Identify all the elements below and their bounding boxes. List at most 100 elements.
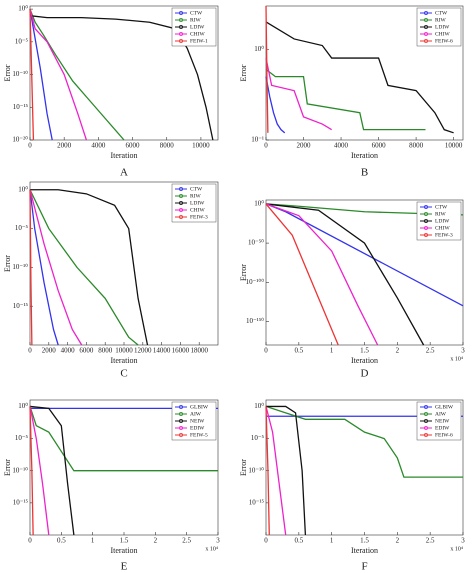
legend-marker [424, 205, 428, 209]
x-tick-label: 0 [264, 537, 268, 545]
x-tick-label: 0.5 [294, 537, 303, 545]
legend-label: FEIW-3 [435, 232, 453, 238]
x-tick-label: 2 [396, 537, 400, 545]
series-line [29, 189, 33, 346]
panel-caption: C [120, 368, 127, 380]
y-tick-label: 10⁻⁵ [15, 37, 29, 45]
x-tick-label: 2 [396, 347, 400, 355]
legend-label: RIW [435, 211, 447, 217]
y-tick-label: 10⁻¹ [251, 136, 264, 144]
legend-label: GLBIW [190, 404, 209, 410]
legend-label: FEIW-6 [435, 38, 453, 44]
series-line [29, 9, 35, 141]
legend-box [171, 401, 217, 441]
series-line [29, 8, 88, 141]
x-axis-label: Iteration [110, 151, 137, 160]
legend-label: CTW [190, 10, 203, 16]
series-line [265, 405, 463, 478]
series-line [29, 189, 59, 346]
legend-marker [424, 39, 428, 43]
legend-label: CTW [435, 10, 448, 16]
legend-marker [424, 32, 428, 36]
x-tick-label: 2000 [57, 142, 72, 150]
x-tick-label: 1.5 [360, 347, 369, 355]
legend-label: RIW [190, 193, 202, 199]
x-multiplier: x 10⁴ [450, 356, 463, 362]
panel-caption: E [121, 561, 128, 573]
series-line [266, 405, 307, 536]
legend-label: NEIW [190, 418, 205, 424]
legend-label: EDIW [435, 425, 450, 431]
legend-marker [179, 32, 183, 36]
x-tick-label: 0 [264, 347, 268, 355]
y-tick-label: 10⁰ [254, 45, 264, 53]
series-line [265, 406, 287, 536]
x-tick-label: 2000 [42, 347, 57, 355]
legend-label: RIW [190, 17, 202, 23]
panel-caption: D [361, 368, 369, 380]
x-tick-label: 8000 [409, 142, 424, 150]
series-line [29, 189, 139, 346]
legend-marker [179, 433, 183, 437]
x-tick-label: 0 [28, 537, 32, 545]
y-tick-label: 10⁻¹⁰ [12, 70, 28, 78]
series-line [265, 57, 333, 131]
x-tick-label: 0 [28, 347, 32, 355]
legend-label: FEIW-6 [435, 432, 453, 438]
legend-marker [424, 18, 428, 22]
legend-marker [179, 11, 183, 15]
series-line [265, 203, 339, 346]
y-axis-label: Error [239, 264, 248, 281]
x-axis-label: Iteration [110, 356, 137, 365]
legend-label: CTW [435, 204, 448, 210]
series-line [265, 203, 425, 346]
series-line [29, 15, 214, 141]
y-tick-label: 10⁻¹⁵ [13, 498, 29, 506]
x-tick-label: 6000 [126, 142, 141, 150]
x-tick-label: 1 [330, 537, 334, 545]
legend-marker [424, 412, 428, 416]
x-tick-label: 6000 [79, 347, 94, 355]
panel-caption: B [361, 167, 368, 179]
legend-marker [179, 405, 183, 409]
legend-marker [179, 25, 183, 29]
series-line [265, 406, 270, 536]
y-tick-label: 10⁰ [254, 402, 264, 410]
x-tick-label: 10000 [192, 142, 210, 150]
y-tick-label: 10⁰ [254, 200, 264, 208]
legend-label: NEIW [435, 418, 450, 424]
legend-marker [179, 18, 183, 22]
legend-marker [179, 187, 183, 191]
legend-marker [424, 212, 428, 216]
x-multiplier: x 10⁴ [450, 546, 463, 552]
x-tick-label: 6000 [372, 142, 387, 150]
series-line [265, 203, 464, 216]
y-tick-label: 10⁻¹⁰ [12, 466, 28, 474]
x-tick-label: 1.5 [360, 537, 369, 545]
series-line [29, 406, 50, 536]
y-tick-label: 10⁻⁵ [251, 434, 265, 442]
series-line [30, 189, 149, 346]
x-tick-label: 10000 [445, 142, 463, 150]
x-axis-label: Iteration [351, 356, 378, 365]
legend-label: CHIW [190, 31, 205, 37]
legend-label: EDIW [190, 425, 205, 431]
x-tick-label: 2.5 [426, 537, 435, 545]
legend-marker [424, 426, 428, 430]
y-axis-label: Error [239, 459, 248, 476]
plot-frame [29, 399, 219, 536]
y-tick-label: 10⁰ [18, 402, 28, 410]
legend-marker [179, 419, 183, 423]
x-tick-label: 3 [461, 347, 465, 355]
x-axis-label: Iteration [110, 546, 137, 555]
series-line [29, 8, 125, 141]
legend-marker [179, 208, 183, 212]
x-tick-label: 1.5 [120, 537, 129, 545]
legend-label: FEIW-5 [190, 432, 208, 438]
legend-label: CHIW [190, 207, 205, 213]
y-tick-label: 10⁰ [18, 5, 28, 13]
series-line [29, 406, 218, 472]
x-tick-label: 8000 [98, 347, 113, 355]
